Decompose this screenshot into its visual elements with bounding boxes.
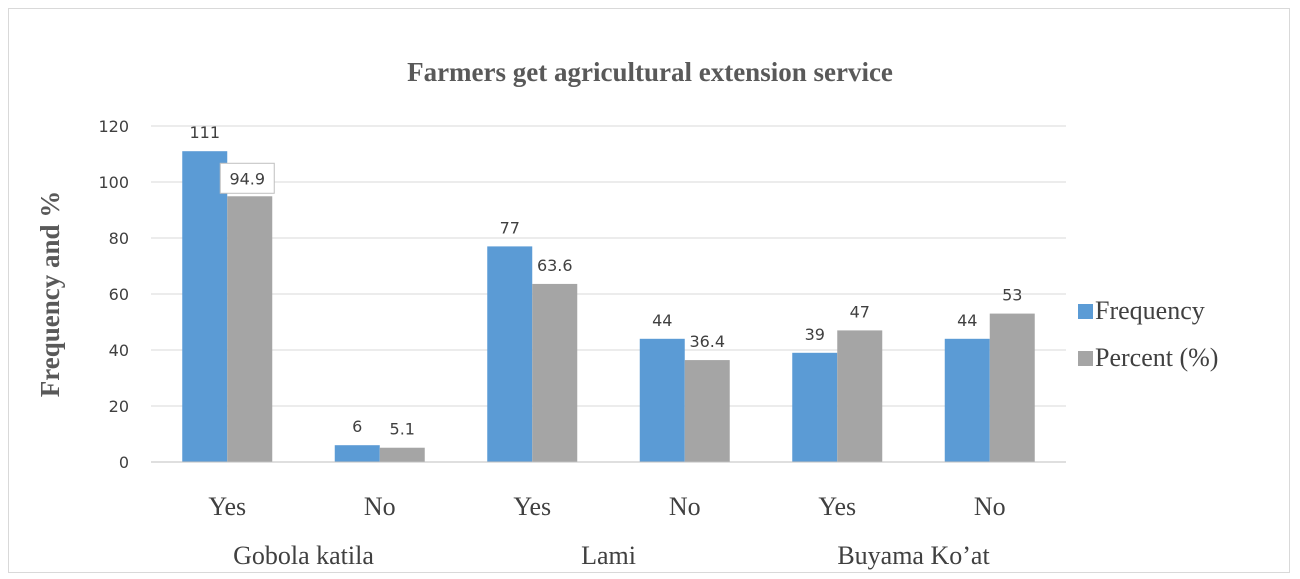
x-category-label-2: Yes (513, 492, 551, 521)
axes: 0 20 40 60 80 100 120 Yes No Yes No Yes No Gobola kat… (98, 117, 1066, 570)
bar-percent-5 (989, 313, 1035, 462)
data-label-percent-3: 36.4 (689, 332, 725, 351)
data-labels: 111 94.9 6 5.1 77 63.6 44 36.4 39 47 44 53 (189, 123, 1022, 439)
bar-frequency-4 (792, 352, 838, 462)
bar-chart: Farmers get agricultural extension servi… (35, 57, 1218, 570)
y-tick-label-120: 120 (98, 117, 129, 136)
x-category-label-4: Yes (818, 492, 856, 521)
legend-label-1: Percent (%) (1095, 343, 1218, 372)
legend: Frequency Percent (%) (1078, 296, 1218, 372)
chart-title: Farmers get agricultural extension servi… (407, 57, 893, 87)
x-group-label-1: Lami (581, 541, 636, 570)
bar-frequency-5 (944, 338, 990, 462)
x-category-label-0: Yes (208, 492, 246, 521)
bar-frequency-1 (334, 445, 380, 462)
x-category-label-1: No (364, 492, 396, 521)
data-label-frequency-0: 111 (189, 123, 220, 142)
x-group-label-0: Gobola katila (233, 541, 374, 570)
data-label-frequency-2: 77 (500, 218, 520, 237)
chart-frame: Farmers get agricultural extension servi… (8, 8, 1290, 573)
data-label-percent-1: 5.1 (390, 420, 415, 439)
bar-percent-4 (837, 330, 883, 462)
bars (182, 151, 1035, 462)
y-tick-label-0: 0 (119, 453, 129, 472)
data-label-box-0 (219, 162, 275, 194)
x-group-label-2: Buyama Ko’at (837, 541, 990, 570)
data-label-frequency-4: 39 (805, 325, 825, 344)
y-tick-label-100: 100 (98, 173, 129, 192)
data-label-percent-0: 94.9 (229, 169, 265, 188)
bar-percent-0 (227, 196, 273, 462)
bar-percent-1 (379, 447, 425, 462)
gridlines (151, 125, 1066, 463)
data-label-percent-5: 53 (1002, 286, 1022, 305)
bar-percent-3 (684, 360, 730, 462)
data-label-percent-4: 47 (850, 302, 870, 321)
y-tick-label-60: 60 (109, 285, 129, 304)
bar-percent-2 (532, 283, 578, 462)
data-label-frequency-5: 44 (957, 311, 977, 330)
data-label-frequency-1: 6 (352, 417, 362, 436)
legend-swatch-0 (1078, 304, 1093, 319)
y-tick-label-80: 80 (109, 229, 129, 248)
y-tick-label-40: 40 (109, 341, 129, 360)
bar-frequency-2 (487, 246, 533, 462)
legend-label-0: Frequency (1095, 296, 1205, 325)
x-category-label-3: No (669, 492, 701, 521)
data-label-percent-2: 63.6 (537, 256, 573, 275)
bar-frequency-0 (182, 151, 228, 462)
data-label-frequency-3: 44 (652, 311, 672, 330)
x-category-label-5: No (974, 492, 1006, 521)
y-tick-label-20: 20 (109, 397, 129, 416)
bar-frequency-3 (639, 338, 685, 462)
legend-swatch-1 (1078, 351, 1093, 366)
y-axis-label: Frequency and % (35, 191, 65, 398)
